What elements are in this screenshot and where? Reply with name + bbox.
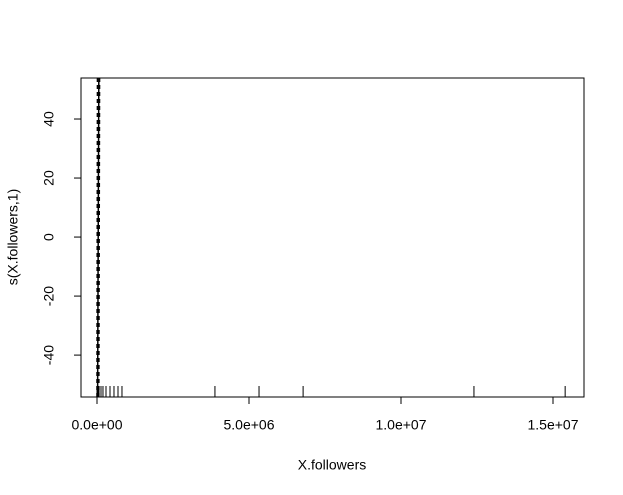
x-axis-label: X.followers xyxy=(298,457,366,473)
y-tick-label: 20 xyxy=(41,170,57,186)
x-tick-label: 0.0e+00 xyxy=(71,417,122,433)
x-tick-label: 1.5e+07 xyxy=(527,417,578,433)
y-tick-label: 40 xyxy=(41,111,57,127)
x-tick-label: 1.0e+07 xyxy=(375,417,426,433)
y-tick-label: -20 xyxy=(41,286,57,306)
y-axis-label: s(X.followers,1) xyxy=(5,189,21,285)
series-line xyxy=(96,78,100,397)
y-tick-label: 0 xyxy=(41,233,57,241)
x-tick-label: 5.0e+06 xyxy=(223,417,274,433)
plot-box xyxy=(80,77,585,398)
y-tick-label: -40 xyxy=(41,345,57,365)
plot-area xyxy=(96,78,101,397)
